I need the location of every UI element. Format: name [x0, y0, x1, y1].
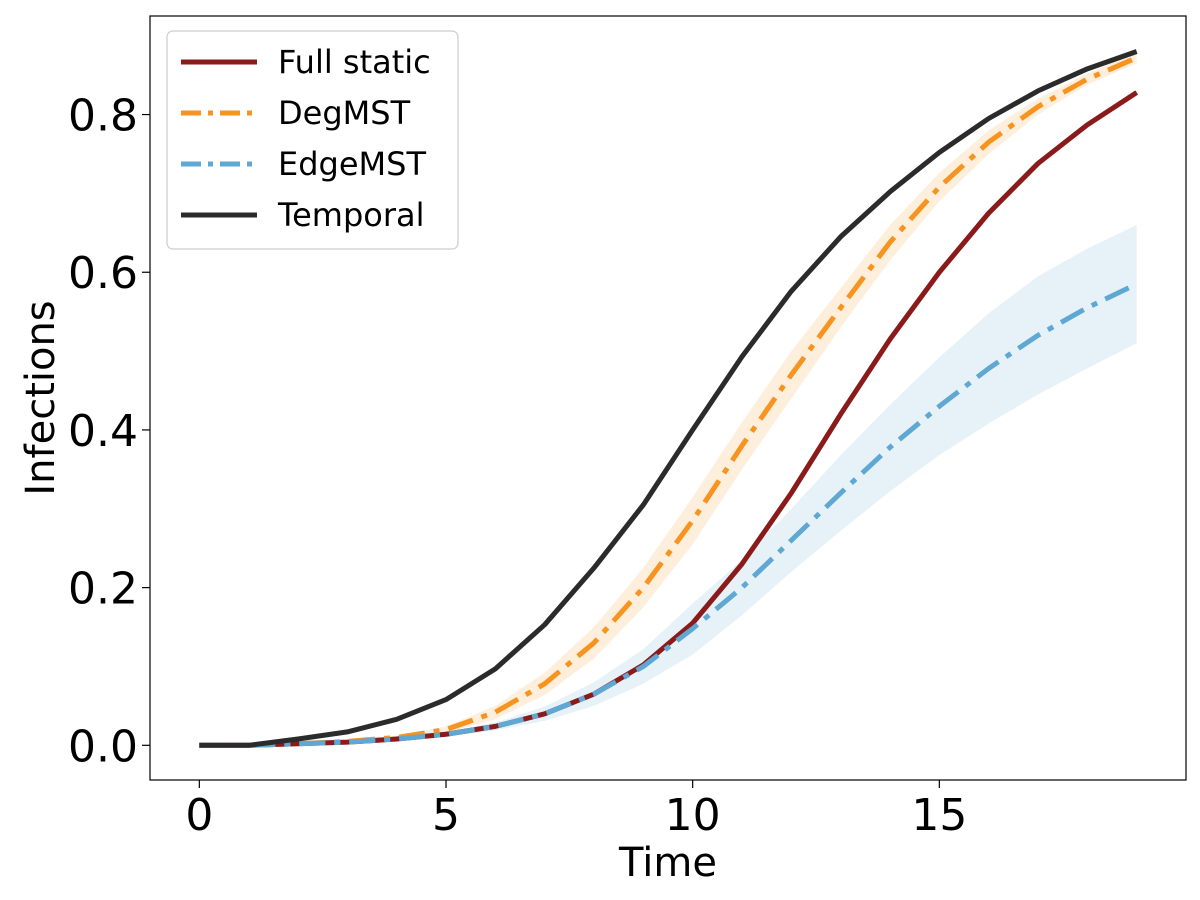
y-tick-label: 0.2 — [68, 564, 138, 615]
plot-area-frame — [149, 15, 1187, 781]
legend-box — [166, 30, 459, 250]
x-axis-ticks: 0 5 10 15 — [185, 780, 967, 841]
legend: Full static DegMST EdgeMST Temporal — [166, 30, 459, 250]
x-tick-label: 10 — [665, 790, 721, 841]
series-lines — [199, 49, 1139, 748]
legend-label-full-static: Full static — [278, 43, 431, 81]
y-tick-label: 0.4 — [68, 406, 138, 457]
legend-label-degmst: DegMST — [278, 94, 411, 132]
x-tick-label: 15 — [911, 790, 967, 841]
y-tick-label: 0.8 — [68, 91, 138, 142]
y-tick-label: 0.0 — [68, 721, 138, 772]
legend-label-temporal: Temporal — [277, 196, 425, 234]
line-edgemst — [199, 281, 1138, 748]
x-tick-label: 5 — [432, 790, 460, 841]
y-axis-label: Infections — [18, 300, 64, 495]
legend-label-edgemst: EdgeMST — [278, 145, 426, 183]
line-temporal — [199, 49, 1138, 748]
x-axis-label: Time — [618, 840, 717, 886]
x-tick-label: 0 — [185, 790, 213, 841]
y-tick-label: 0.6 — [68, 248, 138, 299]
y-axis-ticks: 0.0 0.2 0.4 0.6 0.8 — [68, 91, 150, 772]
